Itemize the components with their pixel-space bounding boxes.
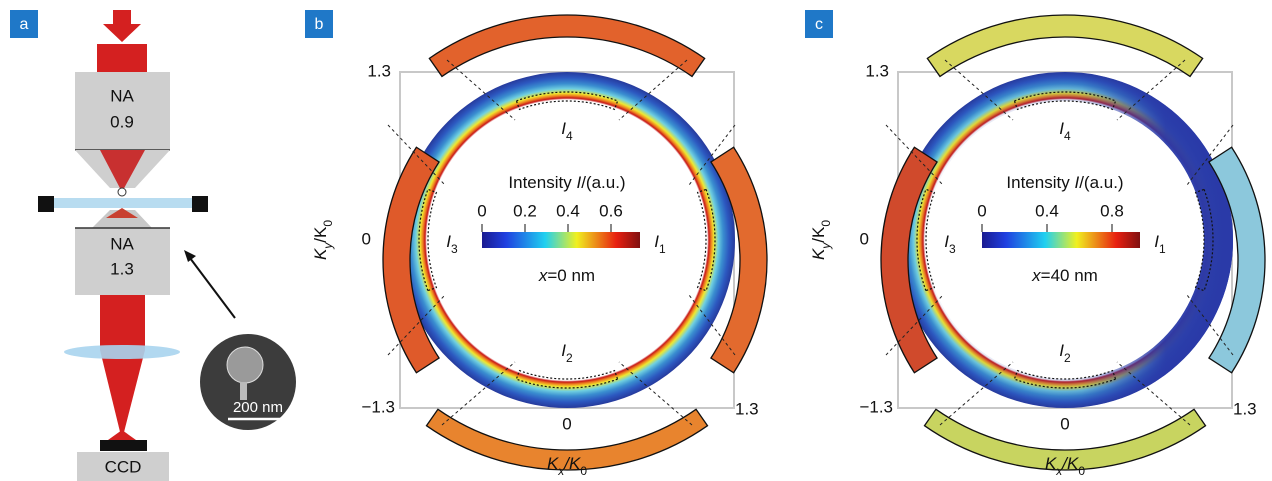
- y-tick-label: 1.3: [367, 61, 391, 80]
- holder: [192, 196, 208, 212]
- region-label-part: 3: [451, 242, 458, 256]
- colorbar-tick-label: 0: [477, 201, 486, 220]
- colorbar-title-part: Intensity: [508, 173, 576, 192]
- y-axis-label: Ky/K0: [311, 220, 335, 260]
- panel-label: b: [315, 16, 324, 33]
- position-label-part: =40 nm: [1041, 266, 1098, 285]
- x-axis-label-part: /K: [563, 454, 581, 473]
- position-label-part: x: [538, 266, 548, 285]
- beam: [97, 44, 147, 72]
- region-label-part: 2: [1064, 351, 1071, 365]
- slide: [45, 198, 200, 208]
- y-axis-label: Ky/K0: [809, 220, 833, 260]
- beam: [108, 430, 136, 440]
- region-label: I3: [944, 232, 956, 256]
- colorbar: [482, 232, 640, 248]
- colorbar-tick-label: 0.6: [599, 201, 623, 220]
- particle: [118, 188, 126, 196]
- x-axis-label-part: K: [547, 454, 559, 473]
- pointer: [190, 258, 235, 318]
- x-tick-label: 1.3: [1233, 399, 1257, 418]
- panel-label: a: [20, 16, 29, 33]
- beam: [100, 350, 145, 440]
- colorbar-title-part: Intensity: [1006, 173, 1074, 192]
- colorbar-title-part: /(a.u.): [1079, 173, 1123, 192]
- colorbar-title-part: /(a.u.): [581, 173, 625, 192]
- region-label: I3: [446, 232, 458, 256]
- y-axis-label-part: 0: [819, 220, 833, 227]
- region-label: I4: [1059, 119, 1071, 143]
- sensor: [100, 440, 147, 451]
- y-tick-label: 1.3: [865, 61, 889, 80]
- panel-c: c1.30−1.301.3Ky/K0Kx/K0Intensity I/(a.u.…: [805, 10, 1265, 478]
- y-tick-label: −1.3: [361, 397, 395, 416]
- y-tick-label: 0: [860, 229, 869, 248]
- region-label: I2: [561, 341, 573, 365]
- y-axis-label-part: 0: [321, 220, 335, 227]
- position-label-part: =0 nm: [547, 266, 595, 285]
- y-tick-label: 0: [362, 229, 371, 248]
- colorbar: [982, 232, 1140, 248]
- y-axis-label-part: /K: [809, 226, 828, 243]
- x-axis-label-part: 0: [580, 464, 587, 478]
- detail-arc: [927, 15, 1202, 76]
- lens: [64, 345, 180, 359]
- colorbar-title: Intensity I/(a.u.): [1006, 173, 1123, 192]
- beam: [100, 295, 145, 350]
- y-axis-label-part: K: [809, 248, 828, 260]
- colorbar-title: Intensity I/(a.u.): [508, 173, 625, 192]
- objective-name: NA: [110, 86, 134, 105]
- objective-top: [75, 72, 170, 150]
- holder: [38, 196, 54, 212]
- x-tick-label: 1.3: [735, 399, 759, 418]
- colorbar-tick-label: 0.4: [556, 201, 580, 220]
- region-label-part: 4: [566, 129, 573, 143]
- y-axis-label-part: /K: [311, 226, 330, 243]
- x-axis-label-part: 0: [1078, 464, 1085, 478]
- detail-arc: [429, 15, 704, 76]
- region-label-part: 3: [949, 242, 956, 256]
- region-label-part: 4: [1064, 129, 1071, 143]
- scale-label: 200 nm: [233, 399, 283, 416]
- region-label: I1: [654, 232, 666, 256]
- x-axis-label-part: /K: [1061, 454, 1079, 473]
- colorbar-tick-label: 0.8: [1100, 201, 1124, 220]
- panel-label: c: [815, 16, 823, 33]
- region-label: I2: [1059, 341, 1071, 365]
- objective-na: 0.9: [110, 112, 134, 131]
- position-label: x=0 nm: [538, 266, 595, 285]
- region-label: I1: [1154, 232, 1166, 256]
- sem-particle: [227, 347, 263, 383]
- panel-a: a NA 0.9 NA 1.3 CCD 200 nm: [10, 10, 296, 481]
- input-arrow: [103, 10, 141, 42]
- region-label: I4: [561, 119, 573, 143]
- position-label-part: x: [1031, 266, 1041, 285]
- colorbar-tick-label: 0.4: [1035, 201, 1059, 220]
- sem-stem: [240, 382, 247, 400]
- objective-na: 1.3: [110, 259, 134, 278]
- pointer-head: [184, 250, 196, 262]
- colorbar-tick-label: 0.2: [513, 201, 537, 220]
- y-tick-label: −1.3: [859, 397, 893, 416]
- position-label: x=40 nm: [1031, 266, 1098, 285]
- objective-name: NA: [110, 234, 134, 253]
- region-label-part: 1: [1159, 242, 1166, 256]
- region-label-part: 1: [659, 242, 666, 256]
- region-label-part: 2: [566, 351, 573, 365]
- y-axis-label-part: K: [311, 248, 330, 260]
- figure: a NA 0.9 NA 1.3 CCD 200 nm b 1.3 0 −1.3 0 1.3…: [0, 0, 1272, 481]
- colorbar-tick-label: 0: [977, 201, 986, 220]
- x-tick-label: 0: [562, 414, 571, 433]
- x-tick-label: 0: [1060, 414, 1069, 433]
- detector-label: CCD: [105, 457, 142, 476]
- x-axis-label-part: K: [1045, 454, 1057, 473]
